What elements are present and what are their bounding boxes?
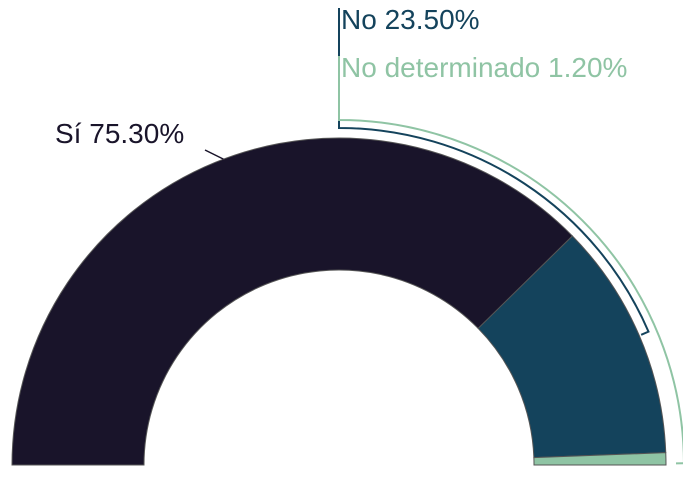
bracket: [338, 56, 683, 465]
label-part: 75.30%: [89, 118, 184, 149]
label-part: 1.20%: [548, 52, 627, 83]
bracket: [338, 8, 650, 336]
label-part: Sí: [55, 118, 82, 149]
label-part: No determinado: [341, 52, 540, 83]
label: No 23.50%: [341, 4, 480, 35]
label: No determinado 1.20%: [341, 52, 627, 83]
label-part: 23.50%: [385, 4, 480, 35]
label-part: No: [341, 4, 377, 35]
leader-line: [204, 149, 224, 160]
segment: [533, 452, 667, 466]
label: Sí 75.30%: [55, 118, 184, 149]
segment: [11, 137, 574, 466]
